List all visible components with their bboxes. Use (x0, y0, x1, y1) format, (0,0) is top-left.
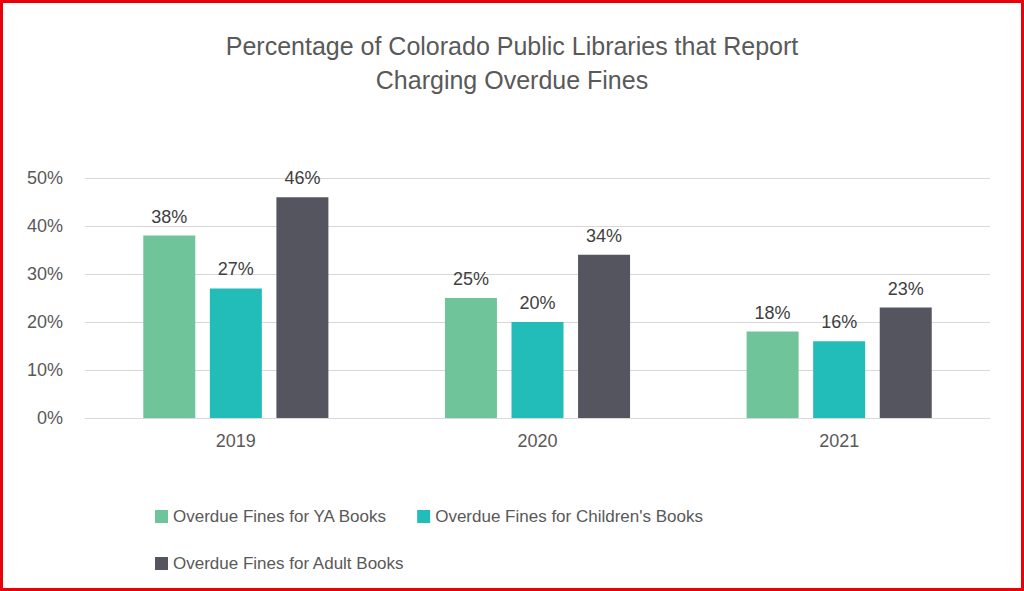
svg-text:30%: 30% (27, 264, 63, 284)
svg-text:38%: 38% (151, 207, 187, 227)
svg-text:2020: 2020 (517, 431, 557, 451)
svg-text:27%: 27% (218, 259, 254, 279)
svg-text:2019: 2019 (216, 431, 256, 451)
svg-text:18%: 18% (755, 303, 791, 323)
svg-text:2021: 2021 (819, 431, 859, 451)
svg-text:20%: 20% (519, 293, 555, 313)
svg-text:23%: 23% (888, 279, 924, 299)
svg-text:25%: 25% (453, 269, 489, 289)
svg-text:Overdue Fines for Children's B: Overdue Fines for Children's Books (435, 507, 703, 526)
svg-text:34%: 34% (586, 226, 622, 246)
svg-text:10%: 10% (27, 360, 63, 380)
svg-text:Overdue Fines for YA Books: Overdue Fines for YA Books (173, 507, 386, 526)
svg-text:Charging Overdue Fines: Charging Overdue Fines (376, 66, 648, 94)
svg-text:40%: 40% (27, 216, 63, 236)
svg-text:20%: 20% (27, 312, 63, 332)
svg-text:Percentage of Colorado Public: Percentage of Colorado Public Libraries … (226, 32, 799, 60)
svg-text:Overdue Fines for Adult Books: Overdue Fines for Adult Books (173, 554, 404, 573)
svg-text:46%: 46% (284, 168, 320, 188)
svg-text:50%: 50% (27, 168, 63, 188)
svg-text:0%: 0% (37, 408, 63, 428)
svg-text:16%: 16% (821, 312, 857, 332)
